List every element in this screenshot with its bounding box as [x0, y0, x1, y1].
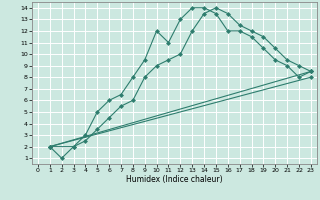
- X-axis label: Humidex (Indice chaleur): Humidex (Indice chaleur): [126, 175, 223, 184]
